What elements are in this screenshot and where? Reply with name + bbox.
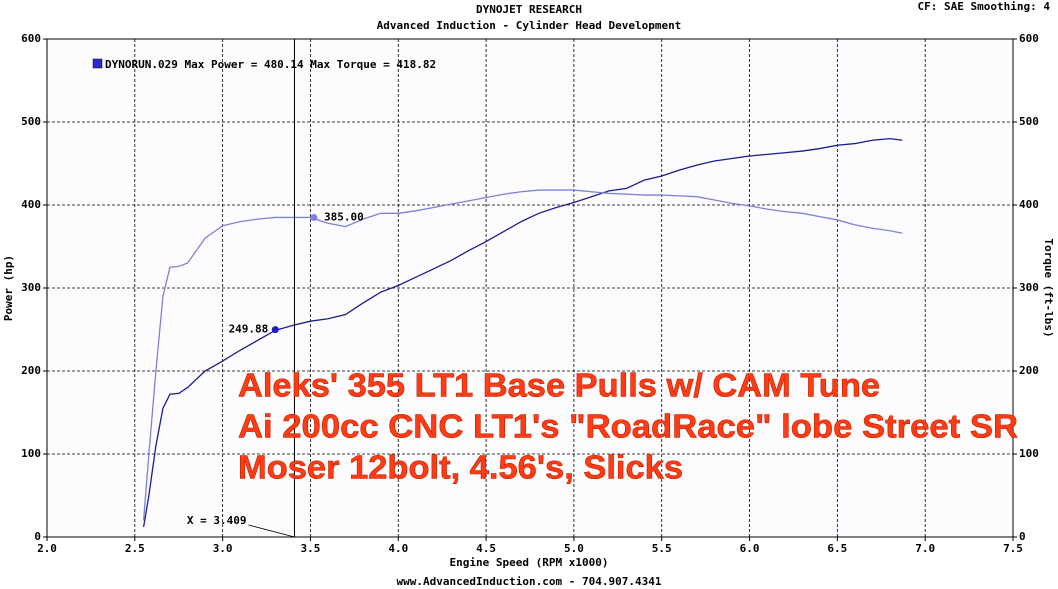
y-axis-label: Power (hp) <box>2 255 15 321</box>
y2-tick-label: 0 <box>1019 530 1026 543</box>
series-line <box>142 189 903 521</box>
overlay-text: Moser 12bolt, 4.56's, Slicks <box>238 449 683 486</box>
marker <box>271 326 279 334</box>
y-tick-label: 0 <box>34 530 41 543</box>
series-line <box>142 137 903 528</box>
y2-tick-label: 300 <box>1019 281 1039 294</box>
legend-swatch <box>92 58 103 69</box>
y2-tick-label: 200 <box>1019 364 1039 377</box>
y-tick-label: 600 <box>21 32 41 45</box>
y2-axis-label: Torque (ft-lbs) <box>1042 238 1055 337</box>
cursor-label: X = 3.409 <box>187 514 247 527</box>
x-tick-label: 4.5 <box>476 542 496 555</box>
x-tick-label: 3.0 <box>213 542 233 555</box>
y-tick-label: 400 <box>21 198 41 211</box>
x-tick-label: 6.0 <box>740 542 760 555</box>
y-tick-label: 100 <box>21 447 41 460</box>
y2-tick-label: 400 <box>1019 198 1039 211</box>
cursor-leader <box>248 524 295 538</box>
footer: www.AdvancedInduction.com - 704.907.4341 <box>397 575 662 588</box>
x-tick-label: 4.0 <box>388 542 408 555</box>
marker-label: 385.00 <box>324 210 364 223</box>
y2-tick-label: 100 <box>1019 447 1039 460</box>
x-tick-label: 5.0 <box>564 542 584 555</box>
y-tick-label: 500 <box>21 115 41 128</box>
x-tick-label: 2.0 <box>37 542 57 555</box>
chart-title: DYNOJET RESEARCH <box>476 3 582 16</box>
x-tick-label: 3.5 <box>301 542 321 555</box>
overlay-text: Ai 200cc CNC LT1's "RoadRace" lobe Stree… <box>238 408 1018 445</box>
marker-label: 249.88 <box>229 323 269 336</box>
y2-tick-label: 500 <box>1019 115 1039 128</box>
x-tick-label: 2.5 <box>125 542 145 555</box>
marker <box>310 213 318 221</box>
chart-subtitle: Advanced Induction - Cylinder Head Devel… <box>377 19 682 32</box>
corner-note: CF: SAE Smoothing: 4 <box>918 0 1051 13</box>
y-tick-label: 300 <box>21 281 41 294</box>
x-tick-label: 7.0 <box>915 542 935 555</box>
overlay-text: Aleks' 355 LT1 Base Pulls w/ CAM Tune <box>238 367 880 404</box>
legend: DYNORUN.029 Max Power = 480.14 Max Torqu… <box>105 58 436 71</box>
y2-tick-label: 600 <box>1019 32 1039 45</box>
y-tick-label: 200 <box>21 364 41 377</box>
x-axis-label: Engine Speed (RPM x1000) <box>450 556 609 569</box>
x-tick-label: 5.5 <box>652 542 672 555</box>
x-tick-label: 7.5 <box>1003 542 1023 555</box>
x-tick-label: 6.5 <box>827 542 847 555</box>
